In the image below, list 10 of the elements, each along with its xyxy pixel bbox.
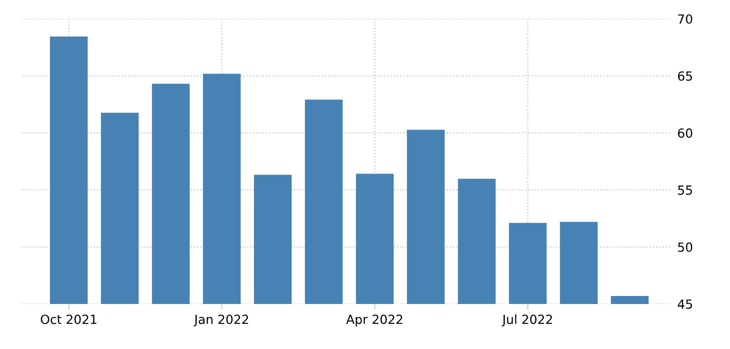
x-tick-label: Oct 2021	[40, 314, 96, 324]
y-tick-label: 45	[678, 300, 692, 309]
y-tick-label: 65	[678, 71, 692, 81]
y-tick-label: 70	[678, 14, 692, 24]
y-tick-label: 50	[678, 242, 692, 252]
x-tick-label: Apr 2022	[346, 314, 402, 326]
x-tick-label: Jul 2022	[502, 314, 552, 326]
x-tick-label: Jan 2022	[194, 314, 248, 326]
y-tick-label: 60	[678, 128, 692, 138]
y-tick-label: 55	[678, 186, 692, 195]
